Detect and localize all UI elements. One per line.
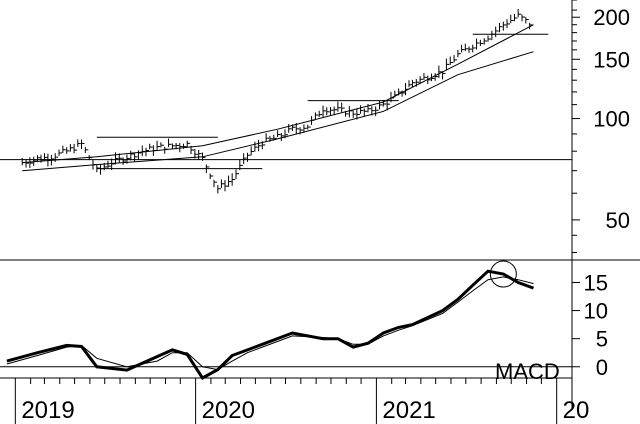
- price-y-tick-label: 100: [593, 107, 630, 132]
- macd-line: [6, 269, 535, 380]
- macd-y-tick-label: 15: [584, 270, 608, 295]
- macd-label: MACD: [495, 359, 560, 384]
- price-panel: 200 150 100 50: [0, 0, 630, 254]
- macd-peak-circle: [489, 260, 517, 288]
- price-y-tick-label: 150: [593, 47, 630, 72]
- macd-y-tick-label: 0: [596, 355, 608, 380]
- x-tick-label: 2021: [382, 397, 435, 424]
- trend-line: [22, 51, 534, 172]
- x-tick-label: 20: [563, 397, 590, 424]
- price-y-tick-label: 200: [593, 5, 630, 30]
- macd-y-tick-label: 10: [584, 299, 608, 324]
- macd-signal-line: [6, 276, 534, 371]
- x-tick-label: 2019: [21, 397, 74, 424]
- x-tick-label: 2020: [202, 397, 255, 424]
- trend-line: [22, 24, 534, 164]
- price-y-tick-label: 50: [606, 208, 630, 233]
- macd-panel: 15 10 5 0: [0, 260, 608, 380]
- macd-y-tick-label: 5: [596, 327, 608, 352]
- x-axis: 2019 2020 2021 20: [14, 378, 590, 424]
